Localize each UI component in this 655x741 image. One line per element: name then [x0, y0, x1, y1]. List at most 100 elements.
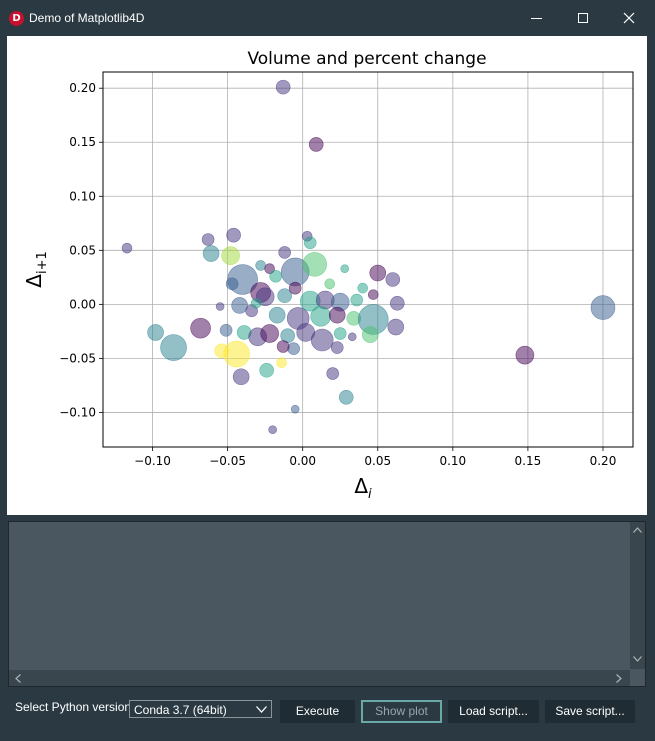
scatter-point	[367, 289, 379, 300]
scroll-down-icon[interactable]	[633, 656, 642, 662]
scroll-up-icon[interactable]	[633, 527, 642, 533]
scatter-point	[215, 302, 225, 311]
x-tick-label: 0.05	[364, 454, 391, 468]
scatter-point	[515, 345, 535, 365]
y-tick-label: 0.10	[69, 189, 96, 203]
scatter-point	[268, 306, 286, 324]
scatter-point	[340, 264, 350, 273]
output-console[interactable]	[8, 521, 646, 687]
x-tick-label: 0.20	[590, 454, 617, 468]
scatter-point	[250, 297, 262, 309]
scatter-point	[288, 281, 302, 295]
scatter-point	[590, 295, 616, 320]
scatter-point	[225, 277, 239, 291]
x-axis-label-subscript: i	[368, 487, 372, 502]
maximize-button[interactable]	[560, 0, 606, 36]
scatter-point	[338, 389, 354, 405]
plot-canvas: −0.10 −0.05 0.00 0.05 0.10 0.15 0.20 0.20 0.15 0.…	[7, 36, 647, 515]
scatter-point	[290, 404, 300, 414]
scatter-point	[324, 278, 336, 290]
scroll-right-icon[interactable]	[616, 674, 622, 683]
scatter-point	[361, 326, 379, 343]
scatter-point	[268, 425, 277, 435]
y-tick-label: 0.15	[69, 135, 96, 149]
close-button[interactable]	[606, 0, 652, 36]
scatter-points	[121, 79, 616, 435]
grid	[103, 72, 633, 447]
minimize-icon	[531, 18, 542, 19]
chevron-down-icon	[256, 706, 267, 713]
scroll-left-icon[interactable]	[15, 674, 21, 683]
y-tick-label: 0.20	[69, 81, 96, 95]
maximize-icon	[578, 13, 588, 23]
scatter-point	[310, 305, 332, 327]
x-tick-label: 0.00	[289, 454, 316, 468]
scatter-point	[310, 328, 334, 352]
app-logo-icon: D	[9, 11, 24, 26]
save-script-button[interactable]: Save script...	[545, 700, 635, 723]
scatter-point	[121, 242, 133, 254]
minimize-button[interactable]	[514, 0, 560, 36]
y-axis-label-group: Δi+1	[22, 251, 50, 287]
x-tick-label: −0.10	[134, 454, 171, 468]
close-icon	[623, 12, 635, 24]
x-axis-label: Δi	[354, 474, 372, 502]
scatter-point	[389, 295, 405, 311]
scatter-chart: −0.10 −0.05 0.00 0.05 0.10 0.15 0.20 0.20 0.15 0.…	[22, 49, 634, 502]
execute-button[interactable]: Execute	[280, 700, 355, 723]
scatter-point	[287, 342, 300, 355]
scatter-point	[303, 236, 317, 250]
scatter-point	[276, 357, 287, 369]
scatter-point	[201, 233, 215, 246]
scatter-point	[259, 362, 274, 378]
x-axis-label-text: Δi	[354, 474, 372, 502]
scatter-point	[333, 327, 347, 340]
scatter-point	[369, 264, 387, 282]
chart-title: Volume and percent change	[247, 49, 486, 69]
scatter-point	[326, 367, 340, 380]
scatter-point	[330, 341, 344, 354]
scatter-point	[328, 306, 346, 324]
y-tick-label: 0.00	[69, 297, 96, 311]
y-tick-label: −0.05	[59, 351, 96, 365]
scatter-point	[347, 332, 357, 342]
scatter-point	[350, 293, 364, 307]
scatter-point	[269, 269, 282, 283]
axis-ticks: −0.10 −0.05 0.00 0.05 0.10 0.15 0.20 0.20 0.15 0.…	[59, 81, 616, 468]
y-axis-label-text: Δi+1	[22, 251, 50, 287]
scatter-point	[221, 246, 240, 266]
scatter-point	[160, 334, 187, 361]
scatter-point	[385, 272, 401, 287]
x-tick-label: 0.10	[439, 454, 466, 468]
scatter-point	[275, 79, 291, 95]
window-title: Demo of Matplotlib4D	[29, 11, 145, 25]
python-version-select[interactable]: Conda 3.7 (64bit)	[129, 700, 272, 718]
x-tick-label: −0.05	[209, 454, 246, 468]
vertical-scrollbar[interactable]	[630, 522, 645, 669]
scatter-point	[226, 227, 241, 243]
scatter-point	[190, 317, 211, 339]
y-axis-label: Δi+1	[22, 251, 50, 287]
scatter-point	[302, 252, 327, 277]
horizontal-scrollbar[interactable]	[9, 670, 630, 686]
load-script-button[interactable]: Load script...	[448, 700, 539, 723]
scatter-point	[232, 368, 250, 386]
scatter-point	[387, 318, 405, 336]
scatter-point	[219, 323, 233, 337]
scatter-point	[276, 340, 290, 353]
y-axis-label-subscript: i+1	[35, 251, 50, 274]
scatter-point	[260, 324, 279, 343]
x-tick-label: 0.15	[515, 454, 542, 468]
scatter-point	[147, 324, 164, 341]
python-version-value: Conda 3.7 (64bit)	[134, 703, 227, 717]
scatter-point	[223, 340, 250, 368]
show-plot-button[interactable]: Show plot	[361, 700, 442, 723]
scatter-point	[255, 260, 266, 271]
python-version-label: Select Python version :	[15, 700, 138, 714]
axes-frame	[102, 71, 634, 448]
scatter-point	[278, 246, 291, 259]
scatter-point	[202, 245, 220, 262]
scatter-point	[231, 297, 248, 314]
title-bar: D Demo of Matplotlib4D	[0, 0, 655, 36]
y-tick-label: −0.10	[59, 405, 96, 419]
